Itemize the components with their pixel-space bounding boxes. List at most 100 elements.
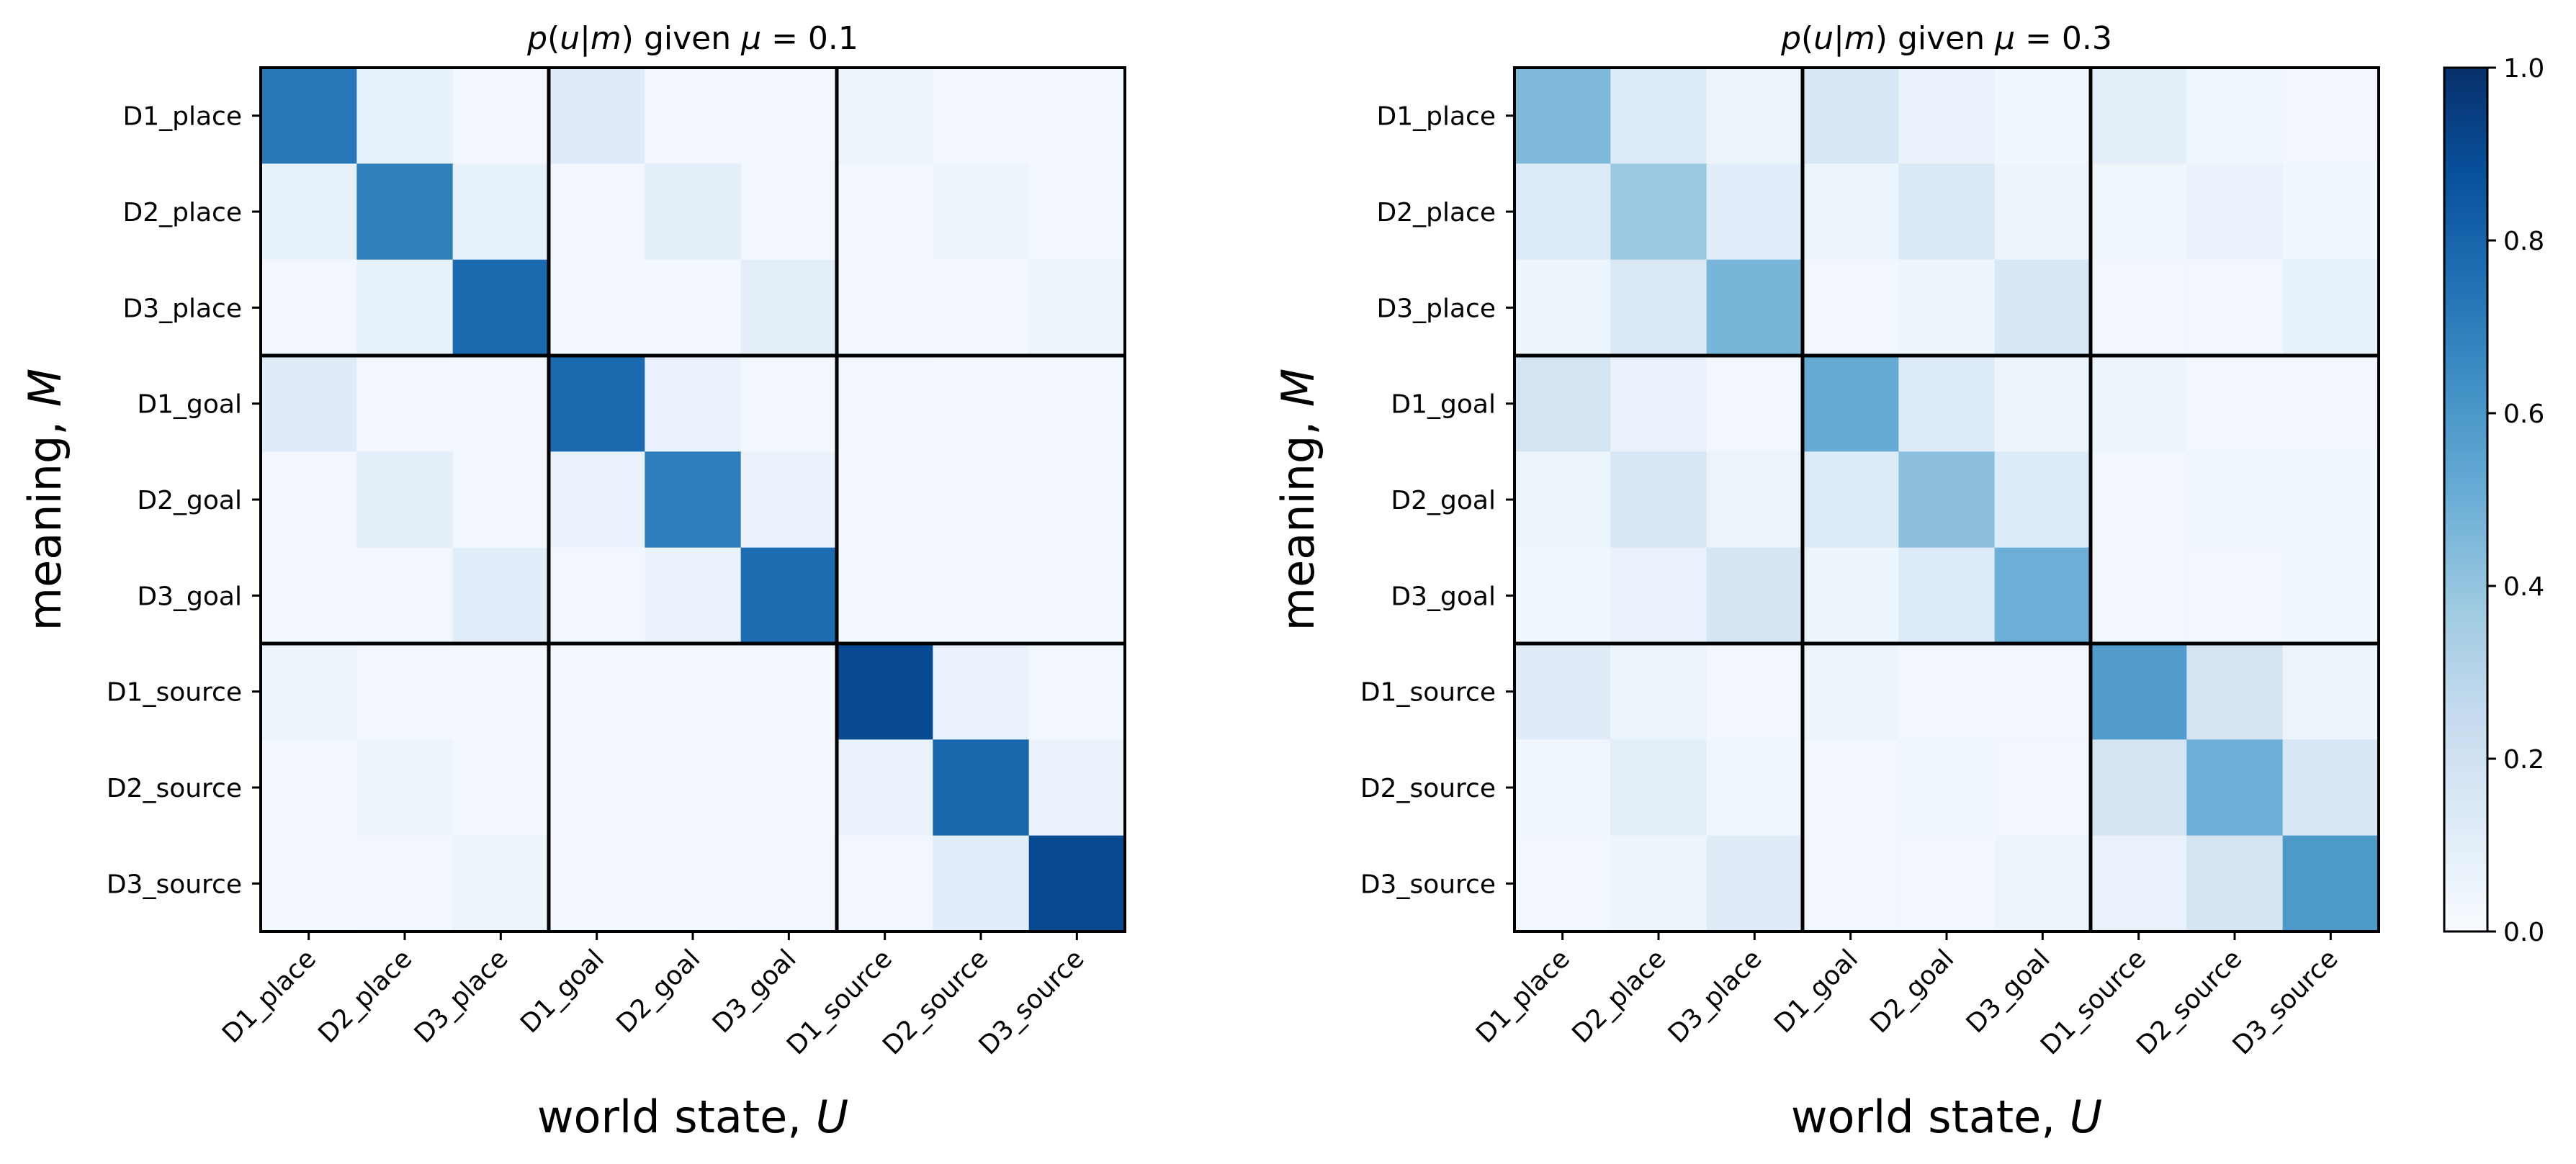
heatmap-cell — [2091, 163, 2187, 261]
heatmap-cell — [452, 547, 549, 644]
heatmap-cell — [645, 356, 742, 452]
heatmap-cell — [1898, 68, 1996, 164]
heatmap-cell — [452, 163, 549, 261]
colorbar-ticks: 0.0 0.2 0.4 0.6 0.8 1.0 — [2487, 54, 2544, 947]
heatmap-cell — [740, 644, 838, 740]
heatmap-cell — [837, 451, 933, 549]
y-tick-label: D1_goal — [137, 390, 242, 420]
colorbar-tick-label: 0.4 — [2503, 572, 2544, 602]
heatmap-cell — [1514, 356, 1611, 452]
heatmap-cell — [261, 644, 357, 740]
heatmap-cell — [645, 259, 742, 356]
heatmap-cell — [1803, 163, 1899, 261]
heatmap-cell — [1803, 547, 1899, 644]
heatmap-cell — [837, 644, 933, 740]
heatmap-cell — [2186, 259, 2284, 356]
block-separators — [1514, 68, 2379, 931]
heatmap-cell — [933, 451, 1030, 549]
y-tick-label: D2_place — [1377, 198, 1496, 227]
y-tick-label: D2_source — [107, 774, 242, 803]
heatmap-cell — [933, 163, 1030, 261]
heatmap-cell — [2091, 68, 2187, 164]
heatmap-cell — [1898, 644, 1996, 740]
heatmap-cell — [356, 835, 454, 932]
heatmap-cell — [2282, 259, 2379, 356]
heatmap-cell — [549, 356, 645, 452]
heatmap-cell — [1994, 644, 2091, 740]
heatmap-cell — [1610, 644, 1707, 740]
heatmap-cell — [1994, 739, 2091, 836]
heatmap-cell — [2091, 356, 2187, 452]
heatmap-cell — [1610, 835, 1707, 932]
heatmap-cell — [740, 451, 838, 549]
heatmap-cell — [1803, 644, 1899, 740]
heatmap-cell — [261, 835, 357, 932]
colorbar-tick-label: 0.8 — [2503, 227, 2544, 256]
heatmap-cell — [261, 259, 357, 356]
heatmap-cell — [356, 68, 454, 164]
heatmap-cell — [2186, 547, 2284, 644]
heatmap-cell — [1706, 547, 1803, 644]
heatmap-cell — [645, 451, 742, 549]
heatmap-cell — [356, 644, 454, 740]
heatmap-cell — [452, 68, 549, 164]
colorbar-gradient — [2443, 66, 2489, 933]
heatmap-cell — [933, 644, 1030, 740]
heatmap-cells — [1514, 68, 2379, 932]
heatmap-cell — [261, 739, 357, 836]
heatmap-cell — [933, 547, 1030, 644]
heatmap-cell — [1803, 739, 1899, 836]
heatmap-cell — [645, 547, 742, 644]
heatmap-cell — [2282, 739, 2379, 836]
y-tick-label: D1_source — [1360, 678, 1496, 708]
heatmap-cell — [261, 547, 357, 644]
heatmap-cell — [1514, 259, 1611, 356]
heatmap-cell — [261, 356, 357, 452]
heatmap-cell — [740, 163, 838, 261]
heatmap-cell — [837, 739, 933, 836]
y-tick-label: D2_goal — [1391, 486, 1496, 515]
y-tick-label: D3_goal — [1391, 582, 1496, 611]
heatmap-cell — [1610, 68, 1707, 164]
heatmap-cell — [1706, 68, 1803, 164]
heatmap-cell — [1994, 451, 2091, 549]
y-tick-labels: D1_place D2_place D3_place D1_goal D2_goal D3… — [1360, 102, 1514, 899]
heatmap-cell — [1898, 547, 1996, 644]
heatmap-cell — [933, 356, 1030, 452]
y-tick-label: D1_place — [1377, 102, 1496, 132]
heatmap-cell — [356, 451, 454, 549]
heatmap-cell — [1514, 451, 1611, 549]
heatmap-cell — [837, 356, 933, 452]
heatmap-cell — [2186, 835, 2284, 932]
heatmap-cell — [837, 68, 933, 164]
x-axis-label: world state, U — [1791, 1091, 2102, 1143]
heatmap-cell — [645, 68, 742, 164]
heatmap-cell — [452, 356, 549, 452]
heatmap-cell — [645, 835, 742, 932]
heatmap-cell — [452, 451, 549, 549]
heatmap-cell — [1610, 163, 1707, 261]
heatmap-cell — [1898, 259, 1996, 356]
heatmap-cell — [1994, 547, 2091, 644]
heatmap-cell — [1028, 259, 1126, 356]
heatmap-cell — [1514, 739, 1611, 836]
heatmap-cell — [933, 259, 1030, 356]
colorbar-tick-label: 0.2 — [2503, 745, 2544, 775]
heatmap-cell — [1514, 835, 1611, 932]
heatmap-cell — [356, 739, 454, 836]
heatmap-cell — [2091, 835, 2187, 932]
heatmap-cell — [1610, 356, 1707, 452]
heatmap-cell — [740, 835, 838, 932]
y-axis-label: meaning, M — [1272, 369, 1324, 631]
heatmap-cell — [1898, 451, 1996, 549]
heatmap-cell — [452, 644, 549, 740]
y-tick-labels: D1_place D2_place D3_place D1_goal D2_goal D3… — [107, 102, 261, 899]
heatmap-cell — [740, 739, 838, 836]
heatmap-cell — [645, 739, 742, 836]
heatmap-cell — [740, 68, 838, 164]
heatmap-cell — [933, 739, 1030, 836]
heatmap-cell — [356, 163, 454, 261]
heatmap-cell — [261, 451, 357, 549]
heatmap-cell — [1803, 68, 1899, 164]
